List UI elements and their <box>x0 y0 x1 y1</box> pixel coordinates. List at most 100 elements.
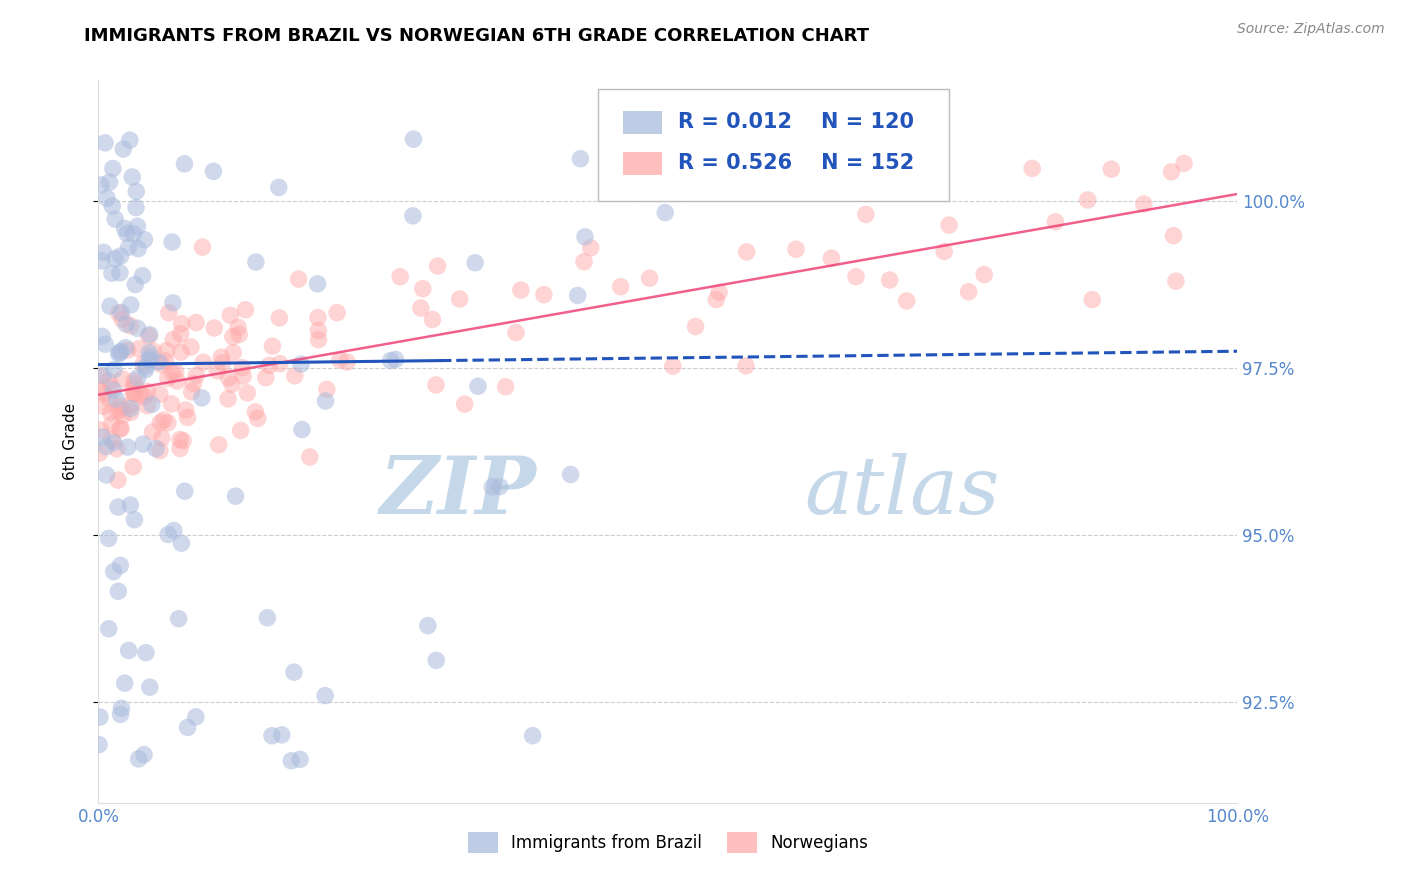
Point <box>638 271 661 285</box>
Point <box>280 754 302 768</box>
Point <box>125 201 148 215</box>
Point <box>218 371 240 385</box>
Text: Source: ZipAtlas.com: Source: ZipAtlas.com <box>1237 22 1385 37</box>
Point <box>107 346 129 360</box>
Point <box>134 390 156 404</box>
Point <box>107 473 129 487</box>
Point <box>138 353 160 368</box>
Point <box>522 729 544 743</box>
Point <box>120 498 142 512</box>
Point <box>127 371 149 385</box>
Point <box>111 409 134 423</box>
Point <box>609 279 631 293</box>
Point <box>118 133 141 147</box>
Point <box>326 306 349 320</box>
Point <box>886 161 908 176</box>
Point <box>156 371 179 385</box>
Point <box>91 399 114 413</box>
Point <box>136 399 159 413</box>
Point <box>190 391 212 405</box>
Point <box>380 353 402 368</box>
Point <box>97 622 120 636</box>
Point <box>163 524 186 538</box>
Point <box>183 376 205 391</box>
Point <box>114 341 136 355</box>
Point <box>934 244 956 259</box>
Point <box>572 254 595 268</box>
Point <box>307 277 329 291</box>
Point <box>162 366 184 380</box>
Point <box>176 720 198 734</box>
Point <box>103 435 125 450</box>
Point <box>1133 197 1156 211</box>
Point <box>132 747 155 762</box>
Point <box>256 611 278 625</box>
Point <box>495 380 517 394</box>
Point <box>654 205 676 219</box>
Point <box>662 359 685 374</box>
Point <box>211 356 233 370</box>
Point <box>267 180 290 194</box>
Point <box>107 306 129 320</box>
Point <box>855 207 877 221</box>
Point <box>101 266 124 280</box>
Point <box>87 738 110 752</box>
Point <box>108 346 131 360</box>
Point <box>121 169 143 184</box>
Point <box>90 369 112 384</box>
Point <box>112 142 135 156</box>
Point <box>122 459 145 474</box>
Point <box>138 345 160 359</box>
Point <box>138 329 160 343</box>
Point <box>110 249 132 263</box>
Point <box>454 397 477 411</box>
Point <box>464 256 486 270</box>
Point <box>156 343 179 358</box>
Point <box>174 403 197 417</box>
Point <box>148 355 170 369</box>
Point <box>107 500 129 514</box>
Point <box>232 369 254 384</box>
Point <box>205 364 228 378</box>
Point <box>149 387 172 401</box>
Point <box>97 374 120 388</box>
Point <box>122 227 145 241</box>
Point <box>162 295 184 310</box>
Point <box>186 316 208 330</box>
Point <box>707 285 730 300</box>
Point <box>180 384 202 399</box>
Point <box>425 653 447 667</box>
Point <box>100 417 122 432</box>
Point <box>685 319 707 334</box>
Point <box>132 437 155 451</box>
Point <box>898 180 921 194</box>
Point <box>291 423 314 437</box>
Point <box>162 333 184 347</box>
Point <box>129 387 152 401</box>
Point <box>191 240 214 254</box>
Point <box>509 283 531 297</box>
Point <box>166 374 188 388</box>
Point <box>1081 293 1104 307</box>
Point <box>193 355 215 369</box>
Point <box>141 425 163 439</box>
Point <box>91 368 114 383</box>
Point <box>117 440 139 454</box>
Point <box>124 377 146 392</box>
Point <box>170 536 193 550</box>
Point <box>1163 228 1185 243</box>
Point <box>149 443 172 458</box>
Point <box>650 161 672 176</box>
Point <box>287 272 309 286</box>
Point <box>533 287 555 301</box>
Point <box>290 357 312 371</box>
Point <box>467 379 489 393</box>
Point <box>124 277 146 292</box>
Point <box>209 350 232 364</box>
Point <box>155 353 177 368</box>
Text: IMMIGRANTS FROM BRAZIL VS NORWEGIAN 6TH GRADE CORRELATION CHART: IMMIGRANTS FROM BRAZIL VS NORWEGIAN 6TH … <box>84 27 869 45</box>
Point <box>125 185 148 199</box>
Point <box>180 340 202 354</box>
Point <box>135 646 157 660</box>
Point <box>169 433 191 447</box>
